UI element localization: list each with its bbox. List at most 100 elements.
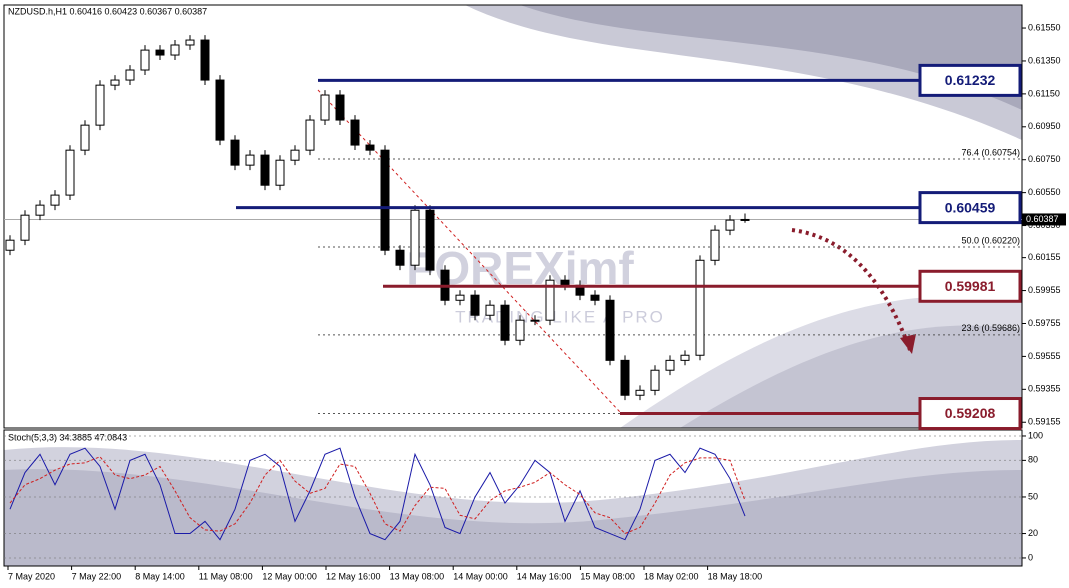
y-tick-label: 0.60155 bbox=[1028, 252, 1061, 262]
level-box bbox=[918, 191, 1022, 225]
fib-trend-line bbox=[317, 89, 621, 413]
candle-body bbox=[515, 319, 525, 341]
candle-body bbox=[455, 294, 465, 301]
x-tick-label: 12 May 00:00 bbox=[262, 571, 317, 581]
candle-body bbox=[425, 209, 435, 271]
candle-body bbox=[485, 304, 495, 316]
stoch-line bbox=[9, 456, 746, 535]
level-box bbox=[918, 397, 1022, 431]
y-tick-label: 0.60750 bbox=[1028, 154, 1061, 164]
candle-body bbox=[20, 214, 30, 241]
swoosh bbox=[520, 5, 1022, 110]
candle-body bbox=[170, 44, 180, 56]
symbol-info: NZDUSD.h,H1 0.60416 0.60423 0.60367 0.60… bbox=[8, 6, 207, 16]
candle-body bbox=[5, 239, 15, 251]
candle-body bbox=[590, 294, 600, 301]
swoosh bbox=[4, 469, 1022, 566]
current-price-label: 0.60387 bbox=[1026, 214, 1059, 224]
x-tick-label: 7 May 2020 bbox=[8, 571, 55, 581]
x-tick-label: 13 May 08:00 bbox=[390, 571, 445, 581]
candle-body bbox=[320, 94, 330, 121]
x-tick-label: 11 May 08:00 bbox=[199, 571, 253, 581]
candle-body bbox=[530, 319, 540, 322]
candle-body bbox=[695, 259, 705, 356]
candle-body bbox=[140, 49, 150, 71]
candle-body bbox=[80, 124, 90, 151]
candle-body bbox=[215, 79, 225, 141]
stoch-line bbox=[9, 447, 746, 541]
x-tick-label: 18 May 02:00 bbox=[644, 571, 699, 581]
x-tick-label: 15 May 08:00 bbox=[580, 571, 635, 581]
y-tick-label: 0.61550 bbox=[1028, 22, 1061, 32]
stoch-panel bbox=[3, 429, 1023, 567]
stoch-tick-label: 0 bbox=[1028, 552, 1033, 562]
candle-body bbox=[395, 249, 405, 266]
candle-body bbox=[200, 39, 210, 81]
candle-body bbox=[275, 159, 285, 186]
y-tick-label: 0.61350 bbox=[1028, 55, 1061, 65]
candle-body bbox=[605, 299, 615, 361]
y-tick-label: 0.61150 bbox=[1028, 88, 1060, 98]
x-tick-label: 14 May 16:00 bbox=[517, 571, 572, 581]
candle-body bbox=[620, 359, 630, 396]
level-box bbox=[918, 269, 1022, 303]
candle-body bbox=[470, 294, 480, 316]
x-tick-label: 18 May 18:00 bbox=[708, 571, 763, 581]
candle-body bbox=[500, 304, 510, 341]
candle-body bbox=[185, 39, 195, 46]
candle-body bbox=[35, 204, 45, 216]
candle-body bbox=[290, 149, 300, 161]
candle-body bbox=[650, 369, 660, 391]
fib-label: 50.0 (0.60220) bbox=[961, 235, 1020, 245]
fib-label: 23.6 (0.59686) bbox=[961, 323, 1020, 333]
stoch-tick-label: 100 bbox=[1028, 430, 1043, 440]
x-tick-label: 8 May 14:00 bbox=[135, 571, 185, 581]
candle-body bbox=[635, 389, 645, 396]
candle-body bbox=[245, 154, 255, 166]
candle-body bbox=[110, 79, 120, 86]
stoch-tick-label: 50 bbox=[1028, 491, 1038, 501]
fib-label: 76.4 (0.60754) bbox=[961, 147, 1020, 157]
y-tick-label: 0.59555 bbox=[1028, 351, 1061, 361]
y-tick-label: 0.59955 bbox=[1028, 285, 1061, 295]
y-tick-label: 0.60550 bbox=[1028, 187, 1061, 197]
candle-body bbox=[65, 149, 75, 196]
candle-body bbox=[710, 229, 720, 261]
y-tick-label: 0.59355 bbox=[1028, 384, 1061, 394]
stoch-tick-label: 80 bbox=[1028, 455, 1038, 465]
candle-body bbox=[740, 218, 750, 221]
candle-body bbox=[125, 69, 135, 81]
stoch-tick-label: 20 bbox=[1028, 528, 1038, 538]
x-tick-label: 12 May 16:00 bbox=[326, 571, 381, 581]
level-label: 0.60459 bbox=[945, 199, 996, 215]
level-label: 0.59208 bbox=[945, 405, 996, 421]
arrow-head bbox=[900, 334, 916, 354]
level-label: 0.61232 bbox=[945, 72, 996, 88]
arrow bbox=[791, 228, 912, 351]
candle-body bbox=[50, 194, 60, 206]
x-tick-label: 14 May 00:00 bbox=[453, 571, 508, 581]
level-box bbox=[918, 63, 1022, 97]
candle-body bbox=[260, 154, 270, 186]
candle-body bbox=[335, 94, 345, 121]
candle-body bbox=[230, 139, 240, 166]
y-tick-label: 0.60950 bbox=[1028, 121, 1061, 131]
candle-body bbox=[305, 119, 315, 151]
stoch-title: Stoch(5,3,3) 34.3885 47.0843 bbox=[8, 432, 127, 442]
candle-body bbox=[665, 359, 675, 371]
x-tick-label: 7 May 22:00 bbox=[72, 571, 122, 581]
candle-body bbox=[95, 84, 105, 126]
y-tick-label: 0.59755 bbox=[1028, 318, 1061, 328]
candle-body bbox=[560, 279, 570, 286]
level-label: 0.59981 bbox=[945, 278, 996, 294]
candle-body bbox=[680, 354, 690, 361]
candle-body bbox=[365, 144, 375, 151]
candle-body bbox=[155, 49, 165, 56]
candle-body bbox=[410, 209, 420, 266]
candle-body bbox=[725, 219, 735, 231]
y-tick-label: 0.59155 bbox=[1028, 417, 1061, 427]
candle-body bbox=[545, 279, 555, 321]
candle-body bbox=[380, 149, 390, 251]
current-price-box bbox=[1022, 213, 1066, 226]
